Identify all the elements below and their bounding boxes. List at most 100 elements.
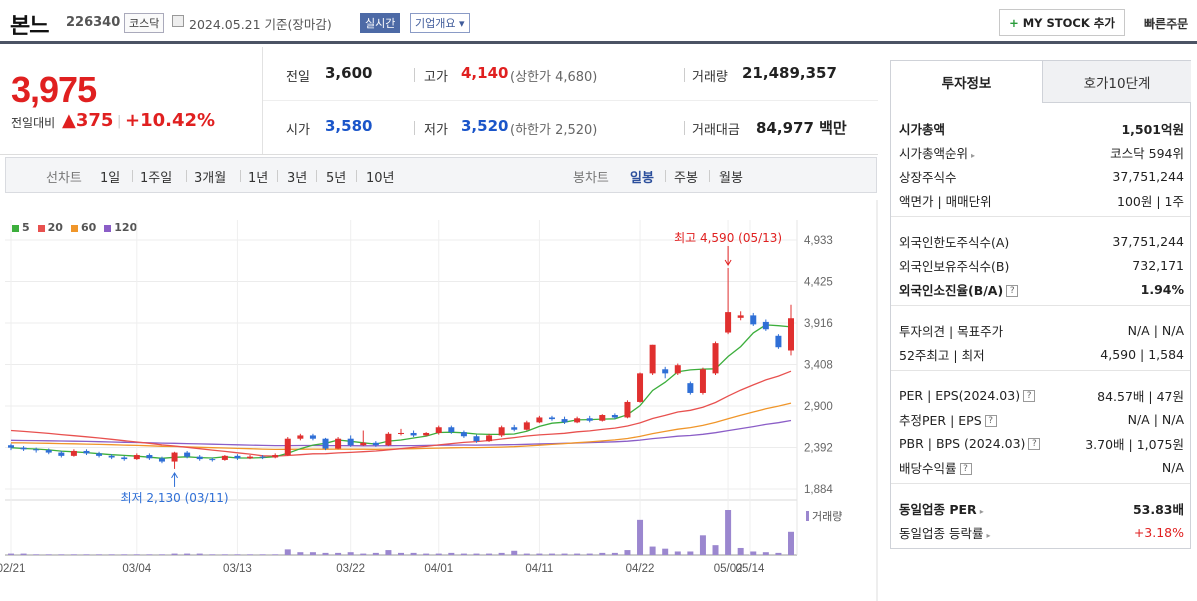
period-1d[interactable]: 1일	[100, 171, 121, 186]
candle-body	[309, 435, 316, 439]
volume-bar	[611, 552, 618, 555]
candle-body	[674, 365, 681, 374]
company-overview-dropdown[interactable]: 기업개요 ▾	[410, 13, 470, 33]
candle-body	[624, 401, 631, 418]
period-10y[interactable]: 10년	[366, 171, 395, 186]
tab-investment-info[interactable]: 투자정보	[891, 61, 1042, 103]
info-row-value: +3.18%	[1133, 524, 1184, 540]
market-badge: 코스닥	[124, 13, 165, 33]
tab-order-book[interactable]: 호가10단계	[1042, 61, 1191, 103]
x-tick-label: 03/13	[223, 563, 252, 575]
info-row: PER | EPS(2024.03)? 84.57배 | 47원	[899, 383, 1184, 407]
period-1w[interactable]: 1주일	[140, 171, 173, 186]
x-tick-label: 05/14	[736, 563, 765, 575]
low-value: 3,520	[461, 117, 509, 135]
info-row: 동일업종 등락률 ▸ +3.18%	[899, 520, 1184, 544]
help-icon[interactable]: ?	[1028, 438, 1041, 450]
info-row-label: 투자의견 | 목표주가	[899, 323, 1004, 339]
arrow-right-icon[interactable]: ▸	[971, 150, 976, 160]
open-label: 시가	[286, 123, 310, 138]
info-row: 투자의견 | 목표주가 N/A | N/A	[899, 318, 1184, 342]
volume-bar	[561, 553, 568, 555]
info-row-value: 코스닥 594위	[1110, 145, 1184, 161]
volume-bar	[523, 553, 530, 555]
period-1y[interactable]: 1년	[248, 171, 269, 186]
volume-bar	[410, 552, 417, 555]
candle-body	[209, 459, 216, 461]
ma20-line	[10, 370, 792, 457]
legend-ma20: 20	[37, 221, 63, 234]
volume-bar	[762, 552, 769, 555]
volume-bar	[725, 510, 732, 555]
legend-ma5: 5	[12, 221, 30, 234]
candle-body	[58, 452, 65, 456]
volume-bar	[234, 554, 241, 555]
candle-body	[20, 447, 27, 450]
volume-bar	[209, 554, 216, 555]
candle-body	[574, 418, 581, 423]
plus-icon: +	[1009, 15, 1019, 30]
help-icon[interactable]: ?	[1023, 390, 1036, 402]
upper-limit: (상한가 4,680)	[510, 70, 598, 85]
min-arrow-head-icon	[171, 471, 178, 479]
volume-bar	[586, 553, 593, 555]
volume-bar	[20, 553, 27, 555]
candle-body	[460, 432, 467, 437]
help-icon[interactable]: ?	[1006, 285, 1019, 297]
low-label: 저가	[424, 123, 448, 138]
candle-body	[662, 369, 669, 374]
amount-label: 거래대금	[692, 123, 740, 138]
candle-body	[247, 456, 254, 459]
volume-bar	[70, 554, 77, 555]
stock-code: 226340	[66, 15, 121, 30]
y-tick-label: 4,425	[804, 276, 833, 288]
arrow-right-icon[interactable]: ▸	[979, 506, 984, 516]
candle-body	[498, 427, 505, 436]
volume-bar	[259, 554, 266, 555]
quick-order-link[interactable]: 빠른주문	[1144, 17, 1189, 31]
info-row: 배당수익률? N/A	[899, 455, 1184, 479]
candle-body	[196, 456, 203, 460]
info-row-label: 배당수익률?	[899, 458, 972, 477]
candle-body	[45, 450, 52, 453]
x-tick-label: 05/02	[714, 563, 743, 575]
period-3y[interactable]: 3년	[287, 171, 308, 186]
base-date: 2024.05.21 기준(장마감)	[189, 17, 332, 32]
help-icon[interactable]: ?	[959, 463, 972, 475]
info-row-value: 53.83배	[1132, 501, 1184, 517]
price-chart[interactable]: 4,933 4,425 3,916 3,408 2,900 2,392 1,884 02/21…	[0, 200, 878, 601]
candle-weekly[interactable]: 주봉	[674, 171, 698, 186]
change-separator: |	[117, 114, 122, 129]
period-3m[interactable]: 3개월	[194, 171, 227, 186]
volume-bar	[108, 554, 115, 555]
candle-body	[599, 415, 606, 421]
volume-bar	[448, 552, 455, 555]
realtime-button[interactable]: 실시간	[360, 13, 401, 33]
period-separator	[186, 170, 187, 182]
x-tick-label: 04/01	[424, 563, 453, 575]
lower-limit: (하한가 2,520)	[510, 123, 598, 138]
candle-daily[interactable]: 일봉	[630, 171, 654, 186]
candle-body	[70, 450, 77, 456]
ma5-line	[10, 324, 792, 459]
candle-body	[435, 427, 442, 433]
info-row-label: 시가총액순위 ▸	[899, 145, 976, 161]
max-annotation: 최고 4,590 (05/13)	[674, 231, 782, 245]
volume-bar	[498, 552, 505, 555]
my-stock-add-button[interactable]: + MY STOCK 추가	[999, 9, 1125, 36]
help-icon[interactable]: ?	[984, 415, 997, 427]
volume-bar	[574, 553, 581, 555]
candle-body	[184, 452, 191, 457]
summary-row-divider	[263, 100, 878, 101]
info-divider	[891, 370, 1190, 371]
candle-monthly[interactable]: 월봉	[719, 171, 743, 186]
arrow-right-icon[interactable]: ▸	[986, 530, 991, 540]
info-row: 외국인소진율(B/A)? 1.94%	[899, 277, 1184, 301]
info-row-value: 1,501억원	[1121, 121, 1184, 137]
info-row-label: 시가총액	[899, 121, 946, 137]
volume-label: 거래량	[692, 70, 728, 85]
period-5y[interactable]: 5년	[326, 171, 347, 186]
y-tick-label: 3,916	[804, 318, 833, 330]
candle-body	[108, 455, 115, 458]
volume-bar	[322, 552, 329, 555]
